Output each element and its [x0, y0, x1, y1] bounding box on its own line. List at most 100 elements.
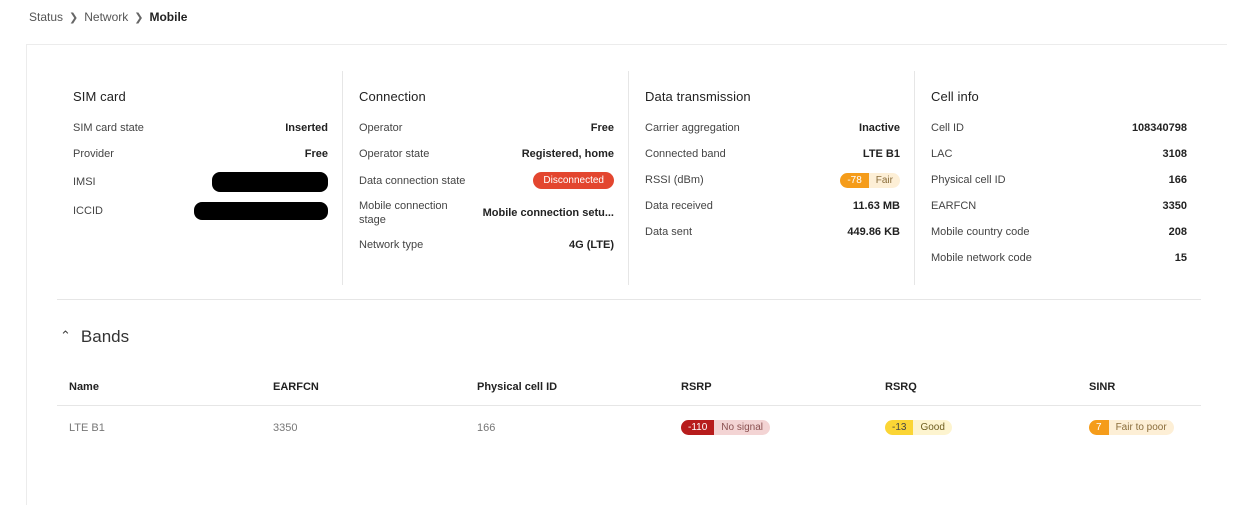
info-key: EARFCN: [931, 200, 977, 212]
info-row: Physical cell ID 166: [931, 172, 1187, 188]
chevron-up-icon: ⌃: [60, 328, 71, 343]
status-badge: Disconnected: [533, 172, 614, 189]
info-row: SIM card state Inserted: [73, 120, 328, 136]
info-row: EARFCN 3350: [931, 198, 1187, 214]
info-key: Carrier aggregation: [645, 122, 740, 134]
info-row: RSSI (dBm) -78 Fair: [645, 172, 900, 188]
info-value: 4G (LTE): [568, 239, 614, 251]
info-key: Operator state: [359, 148, 430, 160]
table-header-row: Name EARFCN Physical cell ID RSRP RSRQ S…: [57, 371, 1201, 406]
info-value: 208: [1168, 226, 1187, 238]
info-row: Carrier aggregation Inactive: [645, 120, 900, 136]
info-key: Data received: [645, 200, 713, 212]
rsrq-cell: -13 Good: [873, 406, 1077, 450]
info-row: Data received 11.63 MB: [645, 198, 900, 214]
signal-label: No signal: [714, 420, 770, 435]
signal-badge: -13 Good: [885, 420, 952, 435]
info-row: Operator state Registered, home: [359, 146, 614, 162]
info-row: Cell ID 108340798: [931, 120, 1187, 136]
section-title: Connection: [359, 89, 426, 104]
breadcrumb-status[interactable]: Status: [29, 10, 64, 24]
info-key: RSSI (dBm): [645, 174, 704, 186]
mobile-status-card: SIM card SIM card state Inserted Provide…: [26, 44, 1227, 505]
info-key: Data connection state: [359, 174, 466, 187]
bands-toggle[interactable]: ⌃ Bands: [60, 327, 129, 347]
info-row: Mobile country code 208: [931, 224, 1187, 240]
connection-section: Connection Operator Free Operator state …: [343, 71, 629, 285]
info-row: Network type 4G (LTE): [359, 237, 614, 253]
info-key: ICCID: [73, 205, 103, 217]
info-key: LAC: [931, 148, 953, 160]
info-row: LAC 3108: [931, 146, 1187, 162]
section-title: Cell info: [931, 89, 979, 104]
redacted-value: [212, 172, 328, 192]
info-value: Free: [304, 148, 328, 160]
info-key: Operator: [359, 122, 403, 134]
info-value: 449.86 KB: [847, 226, 900, 238]
info-key: Mobile country code: [931, 226, 1030, 238]
table-row: LTE B1 3350 166 -110 No signal -13 Good: [57, 406, 1201, 450]
info-key: Network type: [359, 239, 424, 251]
signal-value: 7: [1089, 420, 1109, 435]
info-row: IMSI: [73, 172, 328, 192]
signal-label: Fair to poor: [1108, 420, 1174, 435]
bands-table: Name EARFCN Physical cell ID RSRP RSRQ S…: [57, 371, 1201, 449]
signal-badge: 7 Fair to poor: [1089, 420, 1174, 435]
band-pci: 166: [477, 421, 496, 434]
column-header: SINR: [1077, 371, 1201, 406]
data-transmission-section: Data transmission Carrier aggregation In…: [629, 71, 915, 285]
info-value: 3350: [1162, 200, 1187, 212]
info-row: Data connection state Disconnected: [359, 172, 614, 189]
rsrp-cell: -110 No signal: [669, 406, 873, 450]
chevron-right-icon: ❯: [69, 11, 79, 24]
info-row: Connected band LTE B1: [645, 146, 900, 162]
sim-card-section: SIM card SIM card state Inserted Provide…: [57, 71, 343, 285]
info-value: 166: [1168, 174, 1187, 186]
info-key: Cell ID: [931, 122, 965, 134]
section-divider: [57, 299, 1201, 300]
signal-badge: -110 No signal: [681, 420, 770, 435]
info-row: ICCID: [73, 202, 328, 220]
info-key: Data sent: [645, 226, 693, 238]
bands-title: Bands: [80, 327, 130, 346]
band-name: LTE B1: [69, 421, 105, 434]
column-header: RSRQ: [873, 371, 1077, 406]
info-key: Mobile connection stage: [359, 200, 448, 226]
column-header: Physical cell ID: [465, 371, 669, 406]
breadcrumb-network[interactable]: Network: [84, 10, 129, 24]
chevron-right-icon: ❯: [134, 11, 144, 24]
info-value: Inserted: [285, 122, 328, 134]
signal-label: Good: [913, 420, 952, 435]
info-key: SIM card state: [73, 122, 144, 134]
sinr-cell: 7 Fair to poor: [1077, 406, 1201, 450]
info-key: Mobile network code: [931, 252, 1032, 264]
info-value: 3108: [1162, 148, 1187, 160]
info-value: 11.63 MB: [852, 200, 900, 212]
info-value: 15: [1174, 252, 1187, 264]
info-value: 108340798: [1131, 122, 1187, 134]
signal-value: -78: [840, 172, 869, 188]
info-key: IMSI: [73, 176, 96, 188]
column-header: Name: [57, 371, 261, 406]
column-header: EARFCN: [261, 371, 465, 406]
info-value: LTE B1: [862, 148, 900, 160]
cell-info-section: Cell info Cell ID 108340798 LAC 3108 Phy…: [915, 71, 1201, 285]
info-key: Provider: [73, 148, 114, 160]
signal-value: -110: [681, 420, 715, 435]
info-row: Data sent 449.86 KB: [645, 224, 900, 240]
info-value: Registered, home: [521, 148, 614, 160]
signal-value: -13: [885, 420, 914, 435]
signal-label: Fair: [868, 172, 900, 188]
info-key: Physical cell ID: [931, 174, 1006, 186]
breadcrumb-current: Mobile: [149, 10, 188, 24]
info-row: Operator Free: [359, 120, 614, 136]
info-row: Mobile connection stage Mobile connectio…: [359, 199, 614, 227]
redacted-value: [194, 202, 328, 220]
info-value: Mobile connection setu...: [482, 207, 614, 219]
info-row: Provider Free: [73, 146, 328, 162]
column-header: RSRP: [669, 371, 873, 406]
info-key: Connected band: [645, 148, 726, 160]
info-row: Mobile network code 15: [931, 250, 1187, 266]
info-value: Free: [590, 122, 614, 134]
section-title: Data transmission: [645, 89, 751, 104]
